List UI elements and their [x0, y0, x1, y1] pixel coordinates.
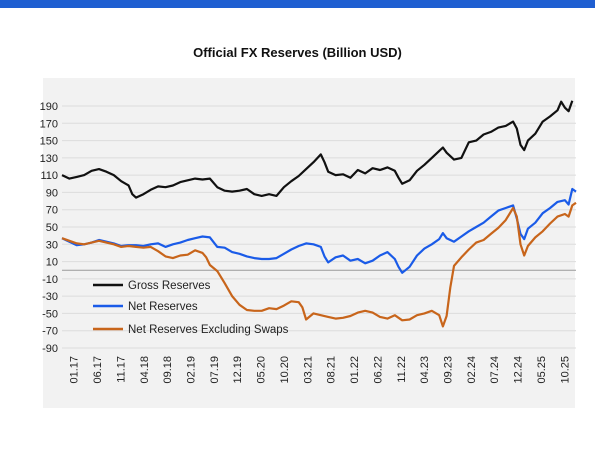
- y-tick-label: 150: [40, 136, 58, 148]
- y-tick-label: 170: [40, 118, 58, 130]
- y-tick-label: 90: [46, 187, 58, 199]
- x-tick-label: 05.25: [536, 356, 548, 384]
- legend-label-2: Net Reserves Excluding Swaps: [128, 324, 289, 336]
- x-tick-label: 12.24: [513, 356, 525, 384]
- x-tick-label: 07.19: [209, 356, 221, 384]
- series-line-2: [61, 201, 577, 328]
- series-line-0: [61, 100, 574, 199]
- x-tick-label: 04.23: [419, 356, 431, 384]
- y-tick-label: -10: [42, 274, 58, 286]
- y-tick-label: -30: [42, 291, 58, 303]
- chart-title: Official FX Reserves (Billion USD): [193, 45, 402, 60]
- x-tick-label: 02.19: [186, 356, 198, 384]
- x-tick-label: 06.17: [92, 356, 104, 384]
- y-tick-label: -70: [42, 326, 58, 338]
- x-tick-label: 02.24: [466, 356, 478, 384]
- y-tick-label: 10: [46, 257, 58, 269]
- y-tick-label: -90: [42, 343, 58, 355]
- x-tick-label: 09.23: [443, 356, 455, 384]
- y-tick-label: 190: [40, 101, 58, 113]
- top-accent-bar: [0, 0, 595, 8]
- y-tick-label: -50: [42, 308, 58, 320]
- x-tick-label: 10.20: [279, 356, 291, 384]
- x-tick-label: 10.25: [559, 356, 571, 384]
- x-tick-label: 07.24: [489, 356, 501, 384]
- x-tick-label: 06.22: [372, 356, 384, 384]
- x-tick-label: 04.18: [139, 356, 151, 384]
- x-tick-label: 01.17: [69, 356, 81, 384]
- x-tick-label: 09.18: [162, 356, 174, 384]
- x-tick-label: 03.21: [302, 356, 314, 384]
- series-line-1: [61, 187, 577, 274]
- y-tick-label: 30: [46, 239, 58, 251]
- legend-label-1: Net Reserves: [128, 301, 198, 313]
- x-tick-label: 01.22: [349, 356, 361, 384]
- x-tick-label: 11.17: [115, 356, 127, 383]
- y-tick-label: 110: [40, 170, 58, 182]
- y-tick-label: 50: [46, 222, 58, 234]
- x-tick-label: 11.22: [396, 356, 408, 383]
- x-tick-label: 05.20: [256, 356, 268, 384]
- x-tick-label: 08.21: [326, 356, 338, 384]
- x-tick-label: 12.19: [232, 356, 244, 384]
- y-tick-label: 70: [46, 205, 58, 217]
- y-tick-label: 130: [40, 153, 58, 165]
- legend-label-0: Gross Reserves: [128, 280, 211, 292]
